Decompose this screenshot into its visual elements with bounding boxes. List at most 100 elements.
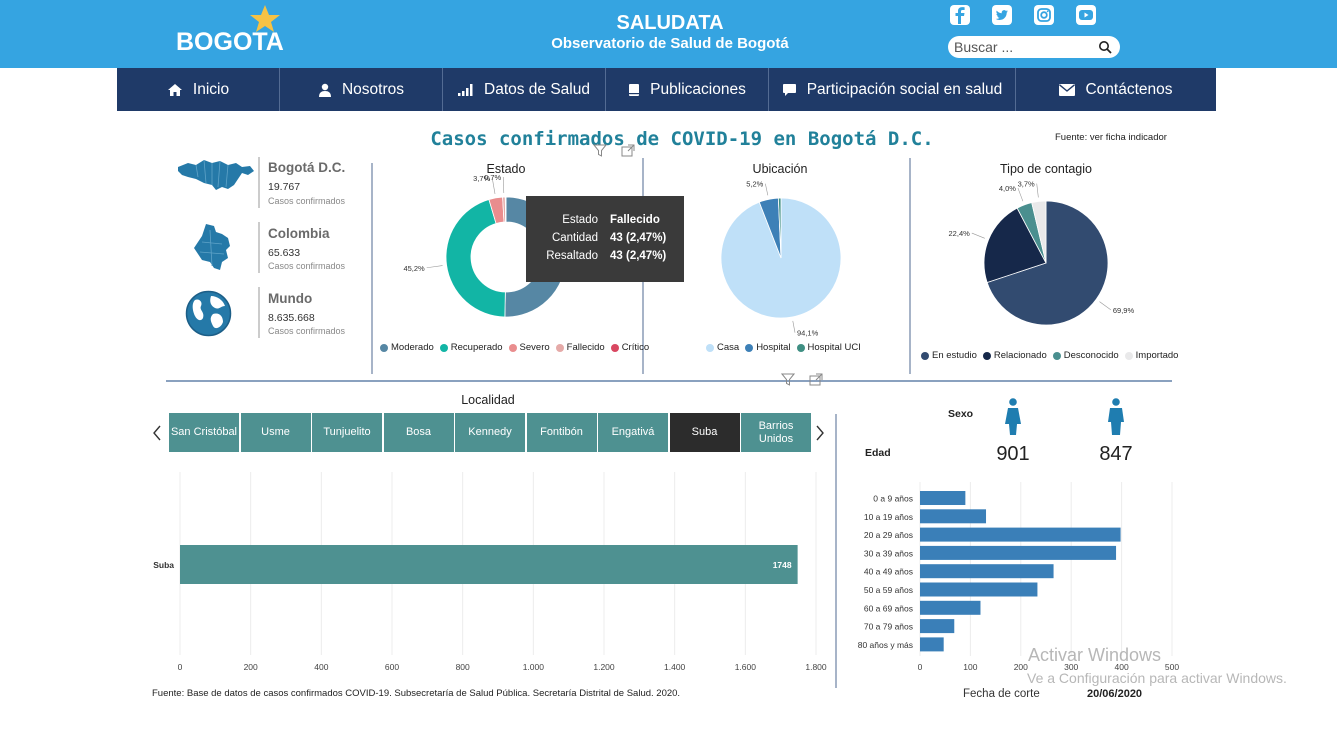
pie-data-label: 5,2%: [746, 180, 763, 189]
legend-item[interactable]: Moderado: [380, 342, 434, 353]
twitter-icon[interactable]: [991, 4, 1013, 26]
legend-item[interactable]: Recuperado: [439, 342, 503, 353]
region-divider: [258, 157, 260, 208]
nav-item-datos-de-salud[interactable]: Datos de Salud: [443, 68, 606, 111]
legend-item[interactable]: Relacionado: [982, 350, 1047, 361]
pie-slice[interactable]: [777, 197, 782, 259]
filter-icon[interactable]: [781, 373, 795, 386]
bar[interactable]: [920, 509, 987, 524]
legend-swatch: [1052, 351, 1061, 360]
pie-slice[interactable]: [445, 198, 506, 318]
pie-slice[interactable]: [504, 196, 507, 223]
localidad-tab[interactable]: Fontibón: [526, 413, 597, 452]
pie-slice[interactable]: [983, 207, 1047, 284]
search-input[interactable]: [954, 38, 1094, 56]
tooltip-key: Estado: [562, 214, 598, 226]
legend-item[interactable]: Hospital: [745, 342, 791, 353]
x-tick-label: 400: [314, 662, 328, 672]
instagram-icon[interactable]: [1033, 4, 1055, 26]
tooltip-value: 43 (2,47%): [610, 232, 667, 244]
y-category-label: 0 a 9 años: [873, 494, 913, 504]
site-subtitle: Observatorio de Salud de Bogotá: [551, 35, 789, 52]
region-value-mundo: 8.635.668: [268, 312, 315, 324]
localidad-tab[interactable]: Barrios Unidos: [741, 413, 811, 452]
localidad-tab[interactable]: Engativá: [598, 413, 668, 452]
bar[interactable]: [920, 619, 955, 634]
sexo-value-male: 847: [1099, 443, 1133, 465]
nav-item-inicio[interactable]: Inicio: [117, 68, 280, 111]
tooltip-value: 43 (2,47%): [610, 250, 667, 262]
region-value-colombia: 65.633: [268, 247, 301, 259]
pie-data-label: 4,0%: [999, 184, 1016, 193]
legend-item[interactable]: Hospital UCI: [796, 342, 861, 353]
legend-item[interactable]: En estudio: [921, 350, 977, 361]
region-label-bogota: Casos confirmados: [268, 196, 346, 206]
localidad-tab[interactable]: Bosa: [383, 413, 454, 452]
legend-item[interactable]: Importado: [1124, 350, 1178, 361]
tooltip-value: Fallecido: [610, 214, 660, 226]
legend-item[interactable]: Severo: [508, 342, 550, 353]
chat-icon: [782, 83, 796, 96]
nav-item-nosotros[interactable]: Nosotros: [280, 68, 443, 111]
chevron-left-icon[interactable]: [151, 424, 163, 442]
bar[interactable]: [920, 600, 981, 615]
localidad-tab[interactable]: Usme: [240, 413, 311, 452]
legend-label: Desconocido: [1063, 350, 1119, 361]
chart-tooltip: Estado Fallecido Cantidad 43 (2,47%) Res…: [526, 196, 684, 282]
bar[interactable]: [920, 564, 1054, 579]
pie-leader-line: [792, 320, 796, 333]
bogota-map-icon: [178, 159, 254, 190]
fecha-corte-value: 20/06/2020: [1087, 688, 1143, 700]
x-tick-label: 1.000: [523, 662, 545, 672]
legend-item[interactable]: Desconocido: [1052, 350, 1119, 361]
localidad-tab[interactable]: Tunjuelito: [312, 413, 382, 452]
legend-label: Hospital UCI: [807, 342, 861, 353]
chevron-right-icon[interactable]: [814, 424, 826, 442]
pie-slice[interactable]: [1031, 200, 1047, 264]
bar[interactable]: [180, 545, 798, 584]
tooltip-key: Cantidad: [551, 232, 598, 244]
bogota-logo[interactable]: BOGOTA: [176, 4, 286, 60]
male-icon: [1108, 398, 1124, 435]
youtube-icon[interactable]: [1075, 4, 1097, 26]
x-tick-label: 1.600: [735, 662, 757, 672]
localidad-tab[interactable]: Suba: [669, 413, 740, 452]
region-value-bogota: 19.767: [268, 181, 301, 193]
tooltip-key: Resaltado: [546, 250, 598, 262]
focus-mode-icon[interactable]: [621, 144, 635, 157]
y-category-label: 20 a 29 años: [864, 530, 913, 540]
pie-slice[interactable]: [986, 200, 1109, 326]
legend-swatch: [1124, 351, 1133, 360]
x-tick-label: 300: [1064, 662, 1078, 672]
focus-mode-icon[interactable]: [809, 373, 823, 386]
legend-label: Fallecido: [566, 342, 605, 353]
chart-title-estado: Estado: [486, 162, 526, 176]
pie-data-label: 3,7%: [473, 174, 490, 183]
localidad-tab[interactable]: San Cristóbal: [169, 413, 239, 452]
facebook-icon[interactable]: [949, 4, 971, 26]
x-tick-label: 500: [1165, 662, 1179, 672]
legend-swatch: [439, 343, 448, 352]
legend-swatch: [380, 343, 388, 352]
nav-item-contactenos[interactable]: Contáctenos: [1016, 68, 1216, 111]
bar[interactable]: [920, 582, 1038, 597]
nav-label: Datos de Salud: [484, 80, 590, 98]
envelope-icon: [1059, 83, 1076, 96]
tooltip-row: Estado Fallecido: [526, 214, 684, 232]
bar[interactable]: [920, 527, 1121, 542]
legend-item[interactable]: Casa: [706, 342, 739, 353]
localidad-tab[interactable]: Kennedy: [455, 413, 525, 452]
bar[interactable]: [920, 491, 966, 505]
search-icon[interactable]: [1098, 40, 1112, 54]
bar[interactable]: [920, 637, 944, 652]
filter-icon[interactable]: [593, 144, 607, 157]
nav-item-participacion[interactable]: Participación social en salud: [769, 68, 1016, 111]
nav-item-publicaciones[interactable]: Publicaciones: [606, 68, 769, 111]
bar[interactable]: [920, 545, 1117, 560]
localidad-title: Localidad: [461, 393, 515, 407]
pie-leader-line: [491, 178, 496, 195]
legend-item[interactable]: Crítico: [610, 342, 649, 353]
legend-item[interactable]: Fallecido: [555, 342, 605, 353]
